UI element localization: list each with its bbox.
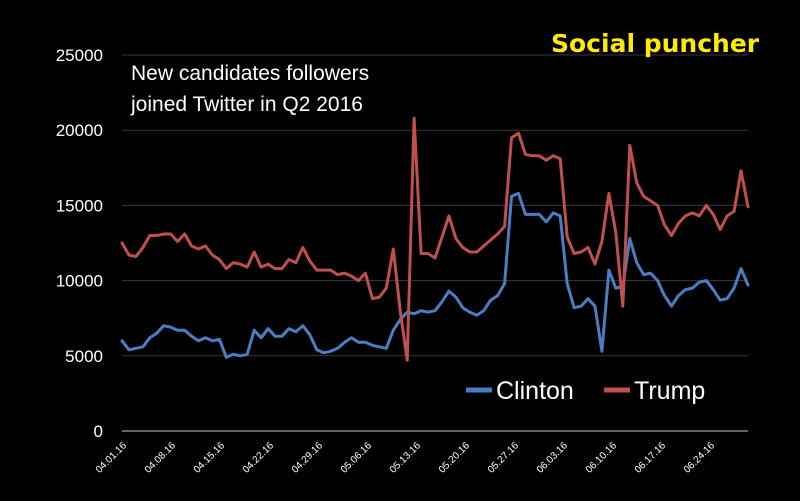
y-tick-label: 25000 — [56, 46, 103, 65]
legend-label-clinton: Clinton — [496, 377, 574, 405]
series-lines — [120, 116, 750, 362]
legend: Clinton Trump — [466, 377, 705, 405]
series-line-clinton — [120, 191, 750, 359]
x-tick-label: 06.03.16 — [535, 440, 571, 476]
x-tick-label: 05.20.16 — [437, 440, 473, 476]
y-tick-label: 15000 — [56, 196, 103, 215]
y-tick-labels: 0 5000 10000 15000 20000 25000 — [56, 46, 103, 441]
legend-label-trump: Trump — [634, 377, 705, 405]
x-tick-label: 05.06.16 — [339, 440, 375, 476]
y-tick-label: 20000 — [56, 121, 103, 140]
chart-title-line-1: New candidates followers — [131, 62, 369, 85]
x-tick-label: 06.24.16 — [682, 440, 718, 476]
x-tick-label: 04.22.16 — [241, 440, 277, 476]
chart-title-line-2: joined Twitter in Q2 2016 — [130, 93, 363, 116]
x-tick-label: 05.13.16 — [388, 440, 424, 476]
x-tick-labels: 04.01.16 04.08.16 04.15.16 04.22.16 04.29.16… — [94, 440, 718, 476]
x-tick-label: 04.01.16 — [94, 440, 130, 476]
x-tick-label: 04.15.16 — [192, 440, 228, 476]
brand-logo: Social puncher — [551, 29, 760, 58]
y-tick-label: 10000 — [56, 272, 103, 291]
x-tick-label: 06.17.16 — [633, 440, 669, 476]
x-tick-label: 05.27.16 — [486, 440, 522, 476]
series-line-trump — [120, 116, 750, 362]
y-gridlines — [122, 54, 748, 357]
x-tick-label: 04.08.16 — [143, 440, 179, 476]
y-tick-label: 0 — [94, 422, 103, 441]
x-tick-label: 04.29.16 — [290, 440, 326, 476]
x-tick-label: 06.10.16 — [584, 440, 620, 476]
y-tick-label: 5000 — [65, 347, 103, 366]
